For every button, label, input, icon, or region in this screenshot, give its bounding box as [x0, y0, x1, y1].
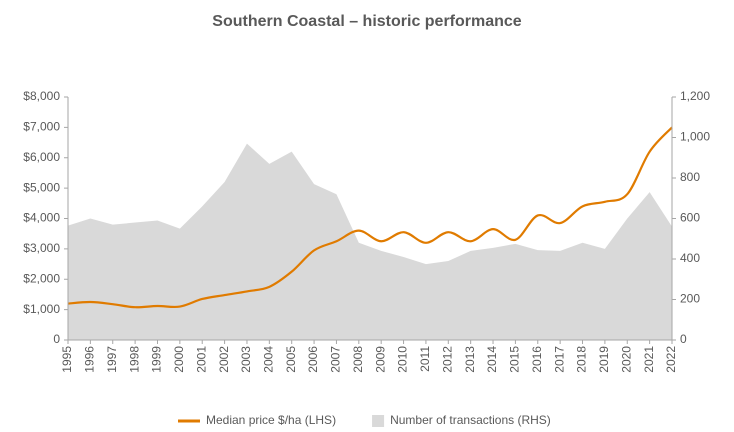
y-tick-label: $5,000 [23, 180, 60, 194]
x-tick-label: 2012 [440, 346, 454, 373]
y2-tick-label: 0 [680, 332, 687, 346]
x-tick-label: 2011 [418, 346, 432, 372]
x-tick-label: 2018 [575, 346, 589, 373]
x-tick-label: 1999 [150, 346, 164, 373]
y2-tick-label: 200 [680, 292, 700, 306]
x-tick-label: 1995 [60, 346, 74, 373]
x-tick-label: 1997 [105, 346, 119, 373]
x-tick-label: 2016 [530, 346, 544, 373]
x-tick-label: 1996 [83, 346, 97, 373]
y-tick-label: $7,000 [23, 120, 60, 134]
legend-label: Number of transactions (RHS) [390, 413, 551, 427]
x-tick-label: 2015 [508, 346, 522, 373]
x-tick-label: 2004 [262, 346, 276, 373]
area [68, 143, 672, 340]
y2-tick-label: 400 [680, 251, 700, 265]
x-tick-label: 2019 [597, 346, 611, 373]
x-tick-label: 2017 [552, 346, 566, 373]
y-tick-label: $2,000 [23, 271, 60, 285]
x-tick-label: 2003 [239, 346, 253, 373]
y-tick-label: $4,000 [23, 211, 60, 225]
chart-title: Southern Coastal – historic performance [212, 13, 522, 30]
y-tick-label: $6,000 [23, 150, 60, 164]
y-tick-label: 0 [53, 332, 60, 346]
x-tick-label: 2000 [172, 346, 186, 373]
y2-tick-label: 600 [680, 211, 700, 225]
y-tick-label: $8,000 [23, 89, 60, 103]
x-tick-label: 2008 [351, 346, 365, 373]
x-tick-label: 2009 [373, 346, 387, 373]
x-tick-label: 2005 [284, 346, 298, 373]
legend-label: Median price $/ha (LHS) [206, 413, 336, 427]
x-tick-label: 2022 [664, 346, 678, 373]
y2-tick-label: 800 [680, 170, 700, 184]
y2-tick-label: 1,200 [680, 89, 710, 103]
x-tick-label: 2001 [194, 346, 208, 373]
x-tick-label: 2002 [217, 346, 231, 373]
y-tick-label: $1,000 [23, 302, 60, 316]
x-tick-label: 2014 [485, 346, 499, 373]
y2-tick-label: 1,000 [680, 130, 710, 144]
x-tick-label: 1998 [127, 346, 141, 373]
x-tick-label: 2010 [396, 346, 410, 373]
x-tick-label: 2006 [306, 346, 320, 373]
legend-swatch [372, 415, 385, 427]
y-tick-label: $3,000 [23, 241, 60, 255]
x-tick-label: 2013 [463, 346, 477, 373]
line [67, 126, 673, 309]
x-tick-label: 2021 [642, 346, 656, 373]
x-tick-label: 2007 [329, 346, 343, 373]
x-tick-label: 2020 [619, 346, 633, 373]
